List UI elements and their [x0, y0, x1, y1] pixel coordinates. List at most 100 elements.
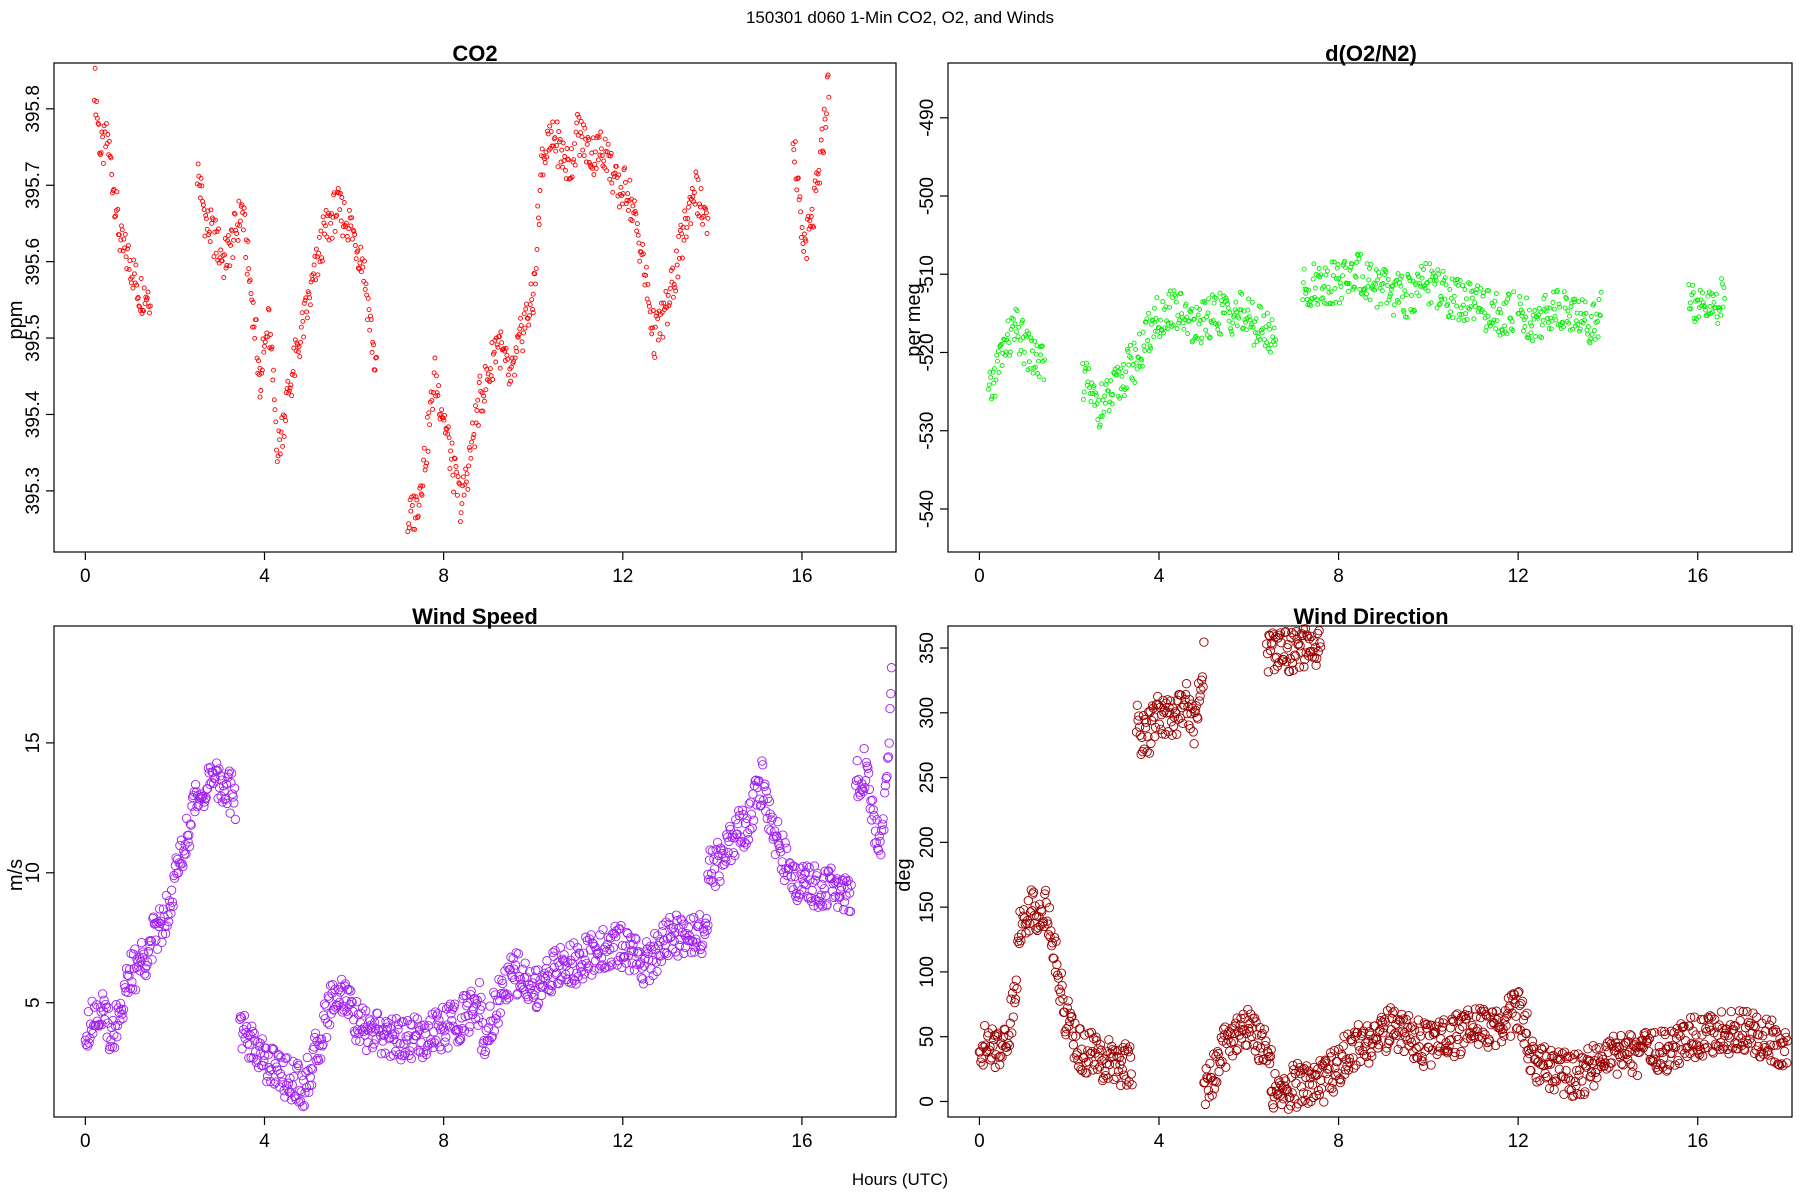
panel-wind-direction-point — [994, 1052, 1004, 1062]
panel-o2-point — [1402, 288, 1408, 294]
panel-co2-point — [126, 266, 132, 272]
panel-co2-point — [616, 204, 622, 210]
panel-o2-point — [1520, 328, 1526, 334]
panel-o2-point — [1548, 326, 1554, 332]
panel-co2-point — [288, 382, 294, 388]
panel-o2-point — [1018, 347, 1024, 353]
panel-o2-point — [1455, 282, 1461, 288]
panel-o2-point — [1571, 299, 1577, 305]
panel-wind-speed-point — [529, 990, 539, 1000]
panel-wind-direction-point — [1049, 953, 1059, 964]
panel-wind-direction-point — [1468, 1023, 1478, 1033]
panel-wind-speed-point — [331, 1000, 342, 1010]
panel-wind-direction-point — [1055, 987, 1066, 997]
panel-o2-point — [1698, 297, 1704, 303]
panel-co2-point — [231, 210, 237, 216]
panel-wind-speed-point — [485, 1001, 495, 1011]
panel-co2-point — [455, 474, 461, 480]
panel-wind-direction-point — [1594, 1043, 1604, 1053]
panel-o2-point — [1598, 289, 1604, 295]
panel-wind-speed-point — [782, 870, 793, 881]
panel-co2-point — [649, 325, 655, 331]
panel-co2-point — [357, 260, 363, 266]
panel-o2-point — [1461, 318, 1467, 323]
panel-wind-direction-ytick-label: 50 — [917, 1026, 938, 1047]
panel-o2-point — [1223, 295, 1229, 301]
panel-o2-point — [1456, 317, 1462, 323]
panel-co2-point — [431, 370, 437, 376]
panel-o2-point — [1567, 313, 1572, 319]
panel-wind-speed-point — [572, 943, 583, 953]
panel-wind-direction-point — [1584, 1055, 1595, 1066]
panel-co2-point — [635, 232, 641, 238]
panel-co2-point — [123, 254, 129, 260]
panel-wind-direction-point — [1450, 1047, 1460, 1058]
panel-wind-speed-point — [689, 947, 700, 957]
panel-wind-direction-point — [1073, 1055, 1083, 1065]
panel-o2-point — [992, 366, 997, 372]
panel-o2-point — [1124, 346, 1130, 352]
panel-wind-direction-point — [1243, 1004, 1253, 1015]
panel-co2-point — [824, 111, 829, 117]
panel-o2-point — [1403, 292, 1409, 298]
panel-wind-direction-point — [1662, 1064, 1673, 1075]
panel-wind-speed-point — [867, 795, 878, 805]
panel-co2-point — [821, 106, 827, 112]
panel-co2-point — [280, 443, 286, 449]
panel-co2-point — [119, 227, 125, 233]
panel-wind-direction-point — [1296, 647, 1306, 657]
panel-co2-point — [658, 300, 664, 306]
panel-o2-point — [1523, 314, 1529, 320]
panel-o2-point — [1391, 312, 1396, 318]
panel-wind-direction-point — [1462, 1033, 1472, 1043]
panel-co2-point — [458, 510, 464, 516]
panel-o2-point — [1367, 265, 1372, 271]
panel-wind-direction-point — [1275, 1090, 1285, 1100]
panel-wind-direction-point — [1334, 1074, 1345, 1084]
panel-co2-point — [674, 262, 680, 268]
panel-wind-speed-point — [676, 914, 686, 924]
panel-co2-point — [141, 308, 146, 314]
panel-o2-point — [1315, 301, 1321, 307]
panel-co2-point — [477, 373, 483, 379]
panel-wind-speed-point — [291, 1094, 301, 1104]
panel-wind-speed-point — [446, 1009, 456, 1019]
panel-wind-direction-point — [1101, 1070, 1111, 1081]
panel-wind-direction-point — [1293, 639, 1304, 649]
panel-wind-speed-point — [839, 897, 850, 907]
panel-co2-point — [468, 455, 474, 461]
panel-wind-speed-point — [140, 963, 151, 973]
panel-wind-speed-point — [200, 794, 211, 804]
panel-wind-direction-point — [1353, 1020, 1363, 1030]
panel-co2-point — [261, 349, 267, 355]
panel-co2-point — [130, 285, 136, 291]
panel-wind-speed-point — [98, 1006, 109, 1016]
panel-wind-speed-point — [214, 764, 224, 774]
panel-wind-direction-point — [1722, 1044, 1733, 1055]
panel-co2-point — [487, 379, 493, 385]
panel-wind-direction-point — [975, 1047, 985, 1057]
panel-co2-point — [414, 497, 420, 503]
panel-wind-speed-point — [141, 970, 151, 981]
panel-o2-ytick-label: -540 — [917, 490, 938, 528]
panel-wind-speed-point — [406, 1053, 416, 1064]
panel-wind-direction-point — [1122, 1080, 1132, 1090]
panel-co2-point — [691, 190, 697, 195]
panel-co2-point — [679, 231, 685, 237]
panel-wind-speed-point — [325, 1020, 335, 1030]
panel-co2-point — [340, 233, 346, 239]
panel-wind-direction-point — [1040, 889, 1050, 899]
panel-wind-speed-point — [381, 1016, 391, 1027]
panel-o2-point — [1436, 271, 1442, 277]
panel-o2-point — [1442, 275, 1448, 281]
panel-co2-point — [343, 220, 349, 226]
panel-o2-point — [1576, 328, 1582, 334]
panel-o2-point — [1437, 301, 1443, 307]
panel-co2-point — [292, 373, 298, 379]
panel-co2-point — [304, 315, 310, 321]
panel-wind-direction-point — [1623, 1054, 1633, 1064]
panel-o2-point — [1095, 417, 1101, 423]
panel-wind-speed-point — [818, 901, 828, 911]
panel-wind-direction-point — [1367, 1051, 1377, 1061]
panel-co2-point — [428, 389, 434, 395]
